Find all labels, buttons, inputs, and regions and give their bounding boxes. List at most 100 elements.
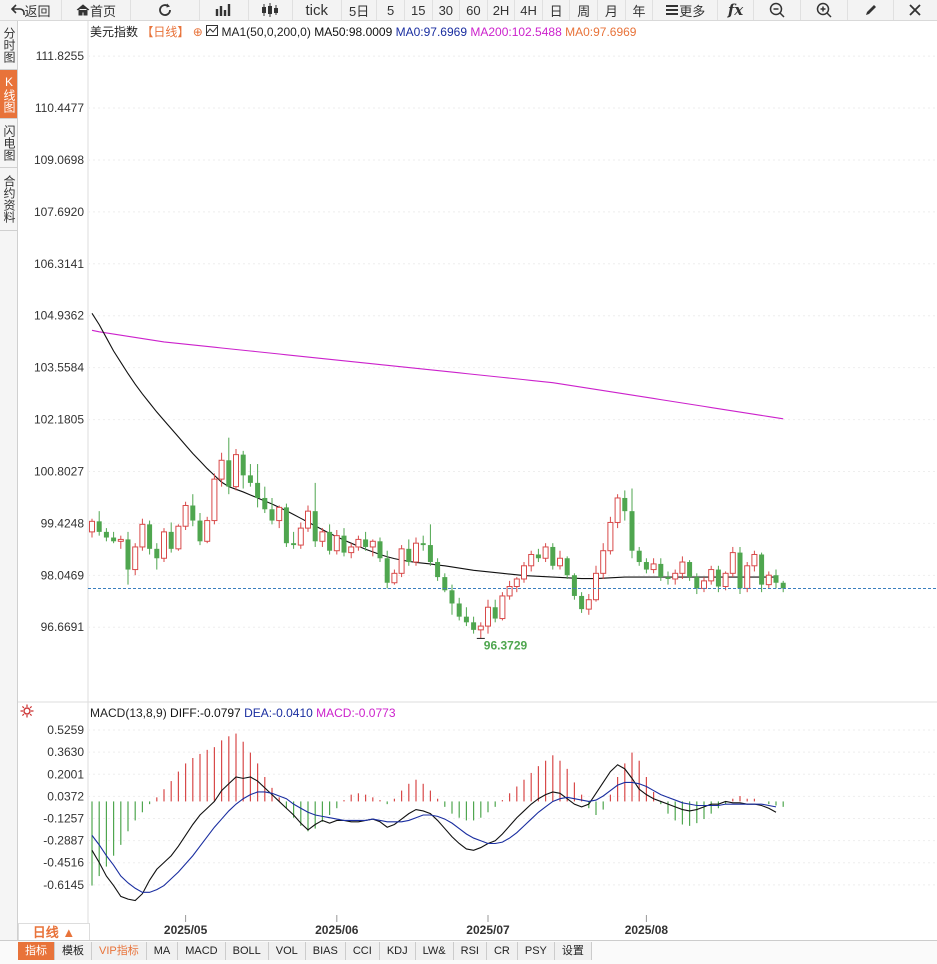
candle — [449, 584, 455, 615]
period-day[interactable]: 日 — [543, 0, 571, 20]
candle-body — [211, 478, 218, 522]
period-week[interactable]: 周 — [570, 0, 599, 20]
period-selector[interactable]: 日线 ▲ — [18, 923, 90, 943]
candle — [593, 565, 599, 602]
toolbar: 返回 首页 tick 5日 5 15 30 60 2H 4H 日 周 月 年 更… — [0, 0, 937, 21]
candle-body — [521, 565, 527, 580]
date-tick-label: 2025/07 — [466, 923, 510, 937]
candle-body — [226, 460, 232, 487]
indicator-tab[interactable]: KDJ — [379, 942, 416, 960]
price-tick-label: 111.8255 — [36, 49, 85, 63]
tab-timeshare[interactable]: 分时图 — [0, 21, 17, 70]
macd-diff: DIFF:-0.0797 — [170, 706, 241, 720]
indicator-tab[interactable]: BIAS — [305, 942, 346, 960]
candle-body — [506, 586, 513, 597]
date-tick-label: 2025/06 — [315, 923, 359, 937]
back-button[interactable]: 返回 — [0, 0, 63, 20]
candle-body — [564, 558, 570, 576]
bar-chart-button[interactable] — [200, 0, 250, 20]
price-tick-label: 96.6691 — [41, 620, 85, 634]
function-icon: fx — [727, 1, 744, 19]
candle-body — [715, 569, 721, 587]
ma50-value: MA50:98.0009 — [314, 25, 393, 39]
candle-body — [701, 580, 707, 589]
candle-body — [204, 520, 211, 542]
candle — [780, 580, 786, 593]
chart-canvas[interactable]: 111.8255 110.4477 109.0698 107.6920 106.3141… — [0, 0, 937, 940]
zoom-in-button[interactable] — [801, 0, 849, 20]
candle-body — [687, 562, 693, 578]
macd-dea: DEA:-0.0410 — [244, 706, 313, 720]
tab-contract-info[interactable]: 合约资料 — [0, 168, 17, 231]
candle — [168, 522, 174, 553]
price-tick-label: 102.1805 — [34, 413, 84, 427]
candle — [341, 528, 347, 557]
candle — [125, 531, 131, 585]
date-axis: 2025/05 2025/06 2025/07 2025/08 — [164, 915, 668, 937]
indicator-tab[interactable]: 设置 — [554, 942, 592, 960]
low-marker: 96.3729 — [476, 637, 528, 652]
indicator-settings-icon[interactable] — [206, 25, 219, 39]
candle — [327, 524, 333, 555]
indicator-tab[interactable]: VOL — [268, 942, 306, 960]
candle-body — [622, 497, 628, 512]
candle-body — [485, 606, 491, 627]
indicator-tab[interactable]: PSY — [517, 942, 555, 960]
candle — [111, 531, 117, 544]
candles-button[interactable] — [249, 0, 293, 20]
candle — [89, 518, 95, 538]
period-2h[interactable]: 2H — [488, 0, 516, 20]
candle — [197, 513, 203, 546]
add-indicator-icon[interactable]: ⊕ — [192, 25, 203, 39]
tab-kline[interactable]: K线图 — [0, 70, 17, 119]
candle — [744, 562, 751, 593]
period-year[interactable]: 年 — [626, 0, 654, 20]
period-60min[interactable]: 60 — [460, 0, 488, 20]
candle-body — [255, 482, 261, 498]
indicator-tab[interactable]: RSI — [453, 942, 487, 960]
indicator-tab[interactable]: LW& — [415, 942, 454, 960]
candle-body — [650, 563, 657, 571]
indicator-tab[interactable]: BOLL — [225, 942, 269, 960]
indicator-tab[interactable]: VIP指标 — [92, 942, 147, 960]
indicator-tab[interactable]: CCI — [345, 942, 380, 960]
indicator-tab[interactable]: MA — [146, 942, 179, 960]
period-month[interactable]: 月 — [598, 0, 626, 20]
candle — [687, 560, 693, 581]
period-5min[interactable]: 5 — [377, 0, 405, 20]
indicator-tab[interactable]: CR — [486, 942, 518, 960]
candle-body — [744, 565, 751, 589]
low-marker-label: 96.3729 — [484, 638, 528, 652]
macd-settings-icon[interactable] — [20, 704, 34, 721]
close-button[interactable] — [894, 0, 937, 20]
candle — [701, 577, 707, 593]
candle — [773, 569, 779, 589]
candle — [456, 597, 462, 621]
candle-body — [103, 531, 109, 538]
indicator-tab[interactable]: 指标 — [18, 942, 55, 960]
candle-body — [233, 454, 239, 488]
tick-button[interactable]: tick — [293, 0, 342, 20]
zoom-out-button[interactable] — [754, 0, 802, 20]
function-button[interactable]: fx — [718, 0, 754, 20]
candle — [226, 437, 232, 495]
period-15min[interactable]: 15 — [405, 0, 433, 20]
tab-flash[interactable]: 闪电图 — [0, 119, 17, 168]
home-button[interactable]: 首页 — [62, 0, 132, 20]
candle — [427, 524, 433, 566]
period-4h[interactable]: 4H — [515, 0, 543, 20]
candle — [751, 550, 758, 572]
indicator-tab[interactable]: MACD — [178, 942, 226, 960]
draw-button[interactable] — [848, 0, 894, 20]
back-label: 返回 — [24, 3, 51, 19]
indicator-tab[interactable]: 模板 — [55, 942, 92, 960]
candle — [175, 524, 182, 551]
more-button[interactable]: 更多 — [653, 0, 719, 20]
ma200-value: MA200:102.5488 — [470, 25, 562, 39]
bar-chart-icon — [215, 3, 233, 17]
macd-grid — [88, 729, 937, 886]
period-30min[interactable]: 30 — [433, 0, 461, 20]
period-5day[interactable]: 5日 — [342, 0, 378, 20]
refresh-button[interactable] — [131, 0, 200, 20]
candle — [463, 607, 469, 627]
